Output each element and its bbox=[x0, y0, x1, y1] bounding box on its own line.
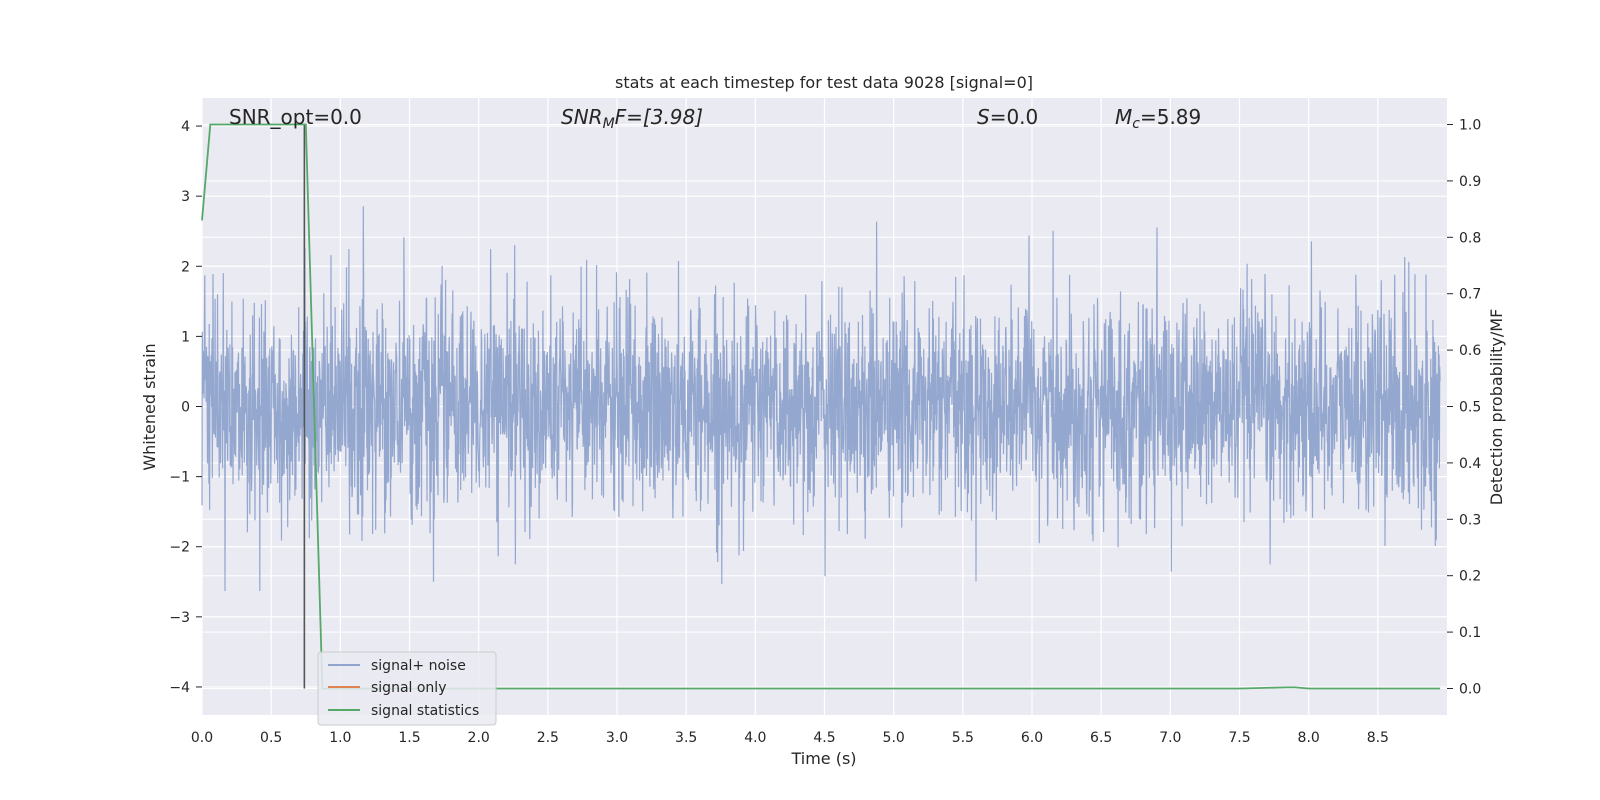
snr-mf-main: SNR bbox=[561, 105, 603, 129]
y-right-tick-label: 0.9 bbox=[1459, 174, 1481, 190]
legend: signal+ noise signal only signal statist… bbox=[317, 651, 497, 726]
x-tick-label: 1.5 bbox=[398, 730, 420, 746]
y-right-axis-label: Detection probability/MF bbox=[1487, 309, 1506, 506]
x-tick-label: 8.5 bbox=[1367, 730, 1389, 746]
x-tick-label: 2.5 bbox=[537, 730, 559, 746]
annotation-snr-opt: SNR_opt=0.0 bbox=[229, 105, 362, 129]
y-tick-label: −1 bbox=[169, 470, 190, 486]
y-right-tick-label: 0.5 bbox=[1459, 400, 1481, 416]
y-tick-label: 1 bbox=[181, 329, 190, 345]
x-tick-label: 5.5 bbox=[952, 730, 974, 746]
x-tick-label: 4.5 bbox=[813, 730, 835, 746]
x-tick-label: 3.0 bbox=[606, 730, 628, 746]
y-tick-label: −4 bbox=[169, 680, 190, 696]
annotation-snr-mf: SNRMF=[3.98] bbox=[561, 105, 703, 132]
y-tick-label: 2 bbox=[181, 259, 190, 275]
legend-statistics-label: signal statistics bbox=[371, 703, 479, 719]
y-tick-label: −2 bbox=[169, 540, 190, 556]
y-right-tick-label: 0.7 bbox=[1459, 287, 1481, 303]
s-main: S bbox=[977, 105, 990, 129]
tick-labels: 0.0 0.5 1.0 1.5 2.0 2.5 3.0 3.5 4.0 4.5 5.0 5.5 6.0 6… bbox=[169, 118, 1481, 746]
s-tail: =0.0 bbox=[990, 105, 1039, 129]
snr-mf-tail: F=[3.98] bbox=[615, 105, 703, 129]
x-tick-label: 1.0 bbox=[329, 730, 351, 746]
y-axis-label: Whitened strain bbox=[140, 343, 159, 470]
x-tick-label: 3.5 bbox=[675, 730, 697, 746]
y-right-tick-label: 0.0 bbox=[1459, 681, 1481, 697]
y-right-tick-label: 0.8 bbox=[1459, 230, 1481, 246]
x-tick-label: 7.0 bbox=[1159, 730, 1181, 746]
x-axis-label: Time (s) bbox=[790, 749, 856, 768]
y-right-tick-label: 1.0 bbox=[1459, 118, 1481, 134]
legend-box bbox=[317, 651, 497, 726]
x-tick-label: 6.0 bbox=[1021, 730, 1043, 746]
y-tick-label: 4 bbox=[181, 119, 190, 135]
mc-main: M bbox=[1115, 105, 1132, 129]
chart-title: stats at each timestep for test data 902… bbox=[615, 73, 1033, 92]
x-tick-label: 5.0 bbox=[883, 730, 905, 746]
x-tick-label: 2.0 bbox=[468, 730, 490, 746]
legend-signal-label: signal only bbox=[371, 680, 446, 696]
x-tick-label: 4.0 bbox=[744, 730, 766, 746]
noise-line bbox=[201, 206, 1441, 592]
mc-sub: c bbox=[1132, 116, 1140, 132]
y-right-tick-label: 0.2 bbox=[1459, 569, 1481, 585]
x-tick-label: 8.0 bbox=[1298, 730, 1320, 746]
y-tick-label: −3 bbox=[169, 610, 190, 626]
x-tick-label: 6.5 bbox=[1090, 730, 1112, 746]
y-tick-label: 3 bbox=[181, 189, 190, 205]
noise-series bbox=[201, 206, 1441, 592]
legend-noise-label: signal+ noise bbox=[371, 658, 466, 674]
x-tick-label: 7.5 bbox=[1228, 730, 1250, 746]
annotation-mc: Mc=5.89 bbox=[1115, 105, 1201, 132]
snr-mf-sub: M bbox=[603, 116, 615, 132]
y-right-tick-label: 0.6 bbox=[1459, 343, 1481, 359]
x-tick-label: 0.5 bbox=[260, 730, 282, 746]
annotation-s: S=0.0 bbox=[977, 105, 1038, 129]
y-right-tick-label: 0.4 bbox=[1459, 456, 1481, 472]
y-right-tick-label: 0.1 bbox=[1459, 625, 1481, 641]
x-tick-label: 0.0 bbox=[191, 730, 213, 746]
y-right-tick-label: 0.3 bbox=[1459, 512, 1481, 528]
mc-tail: =5.89 bbox=[1140, 105, 1201, 129]
y-tick-label: 0 bbox=[181, 400, 190, 416]
